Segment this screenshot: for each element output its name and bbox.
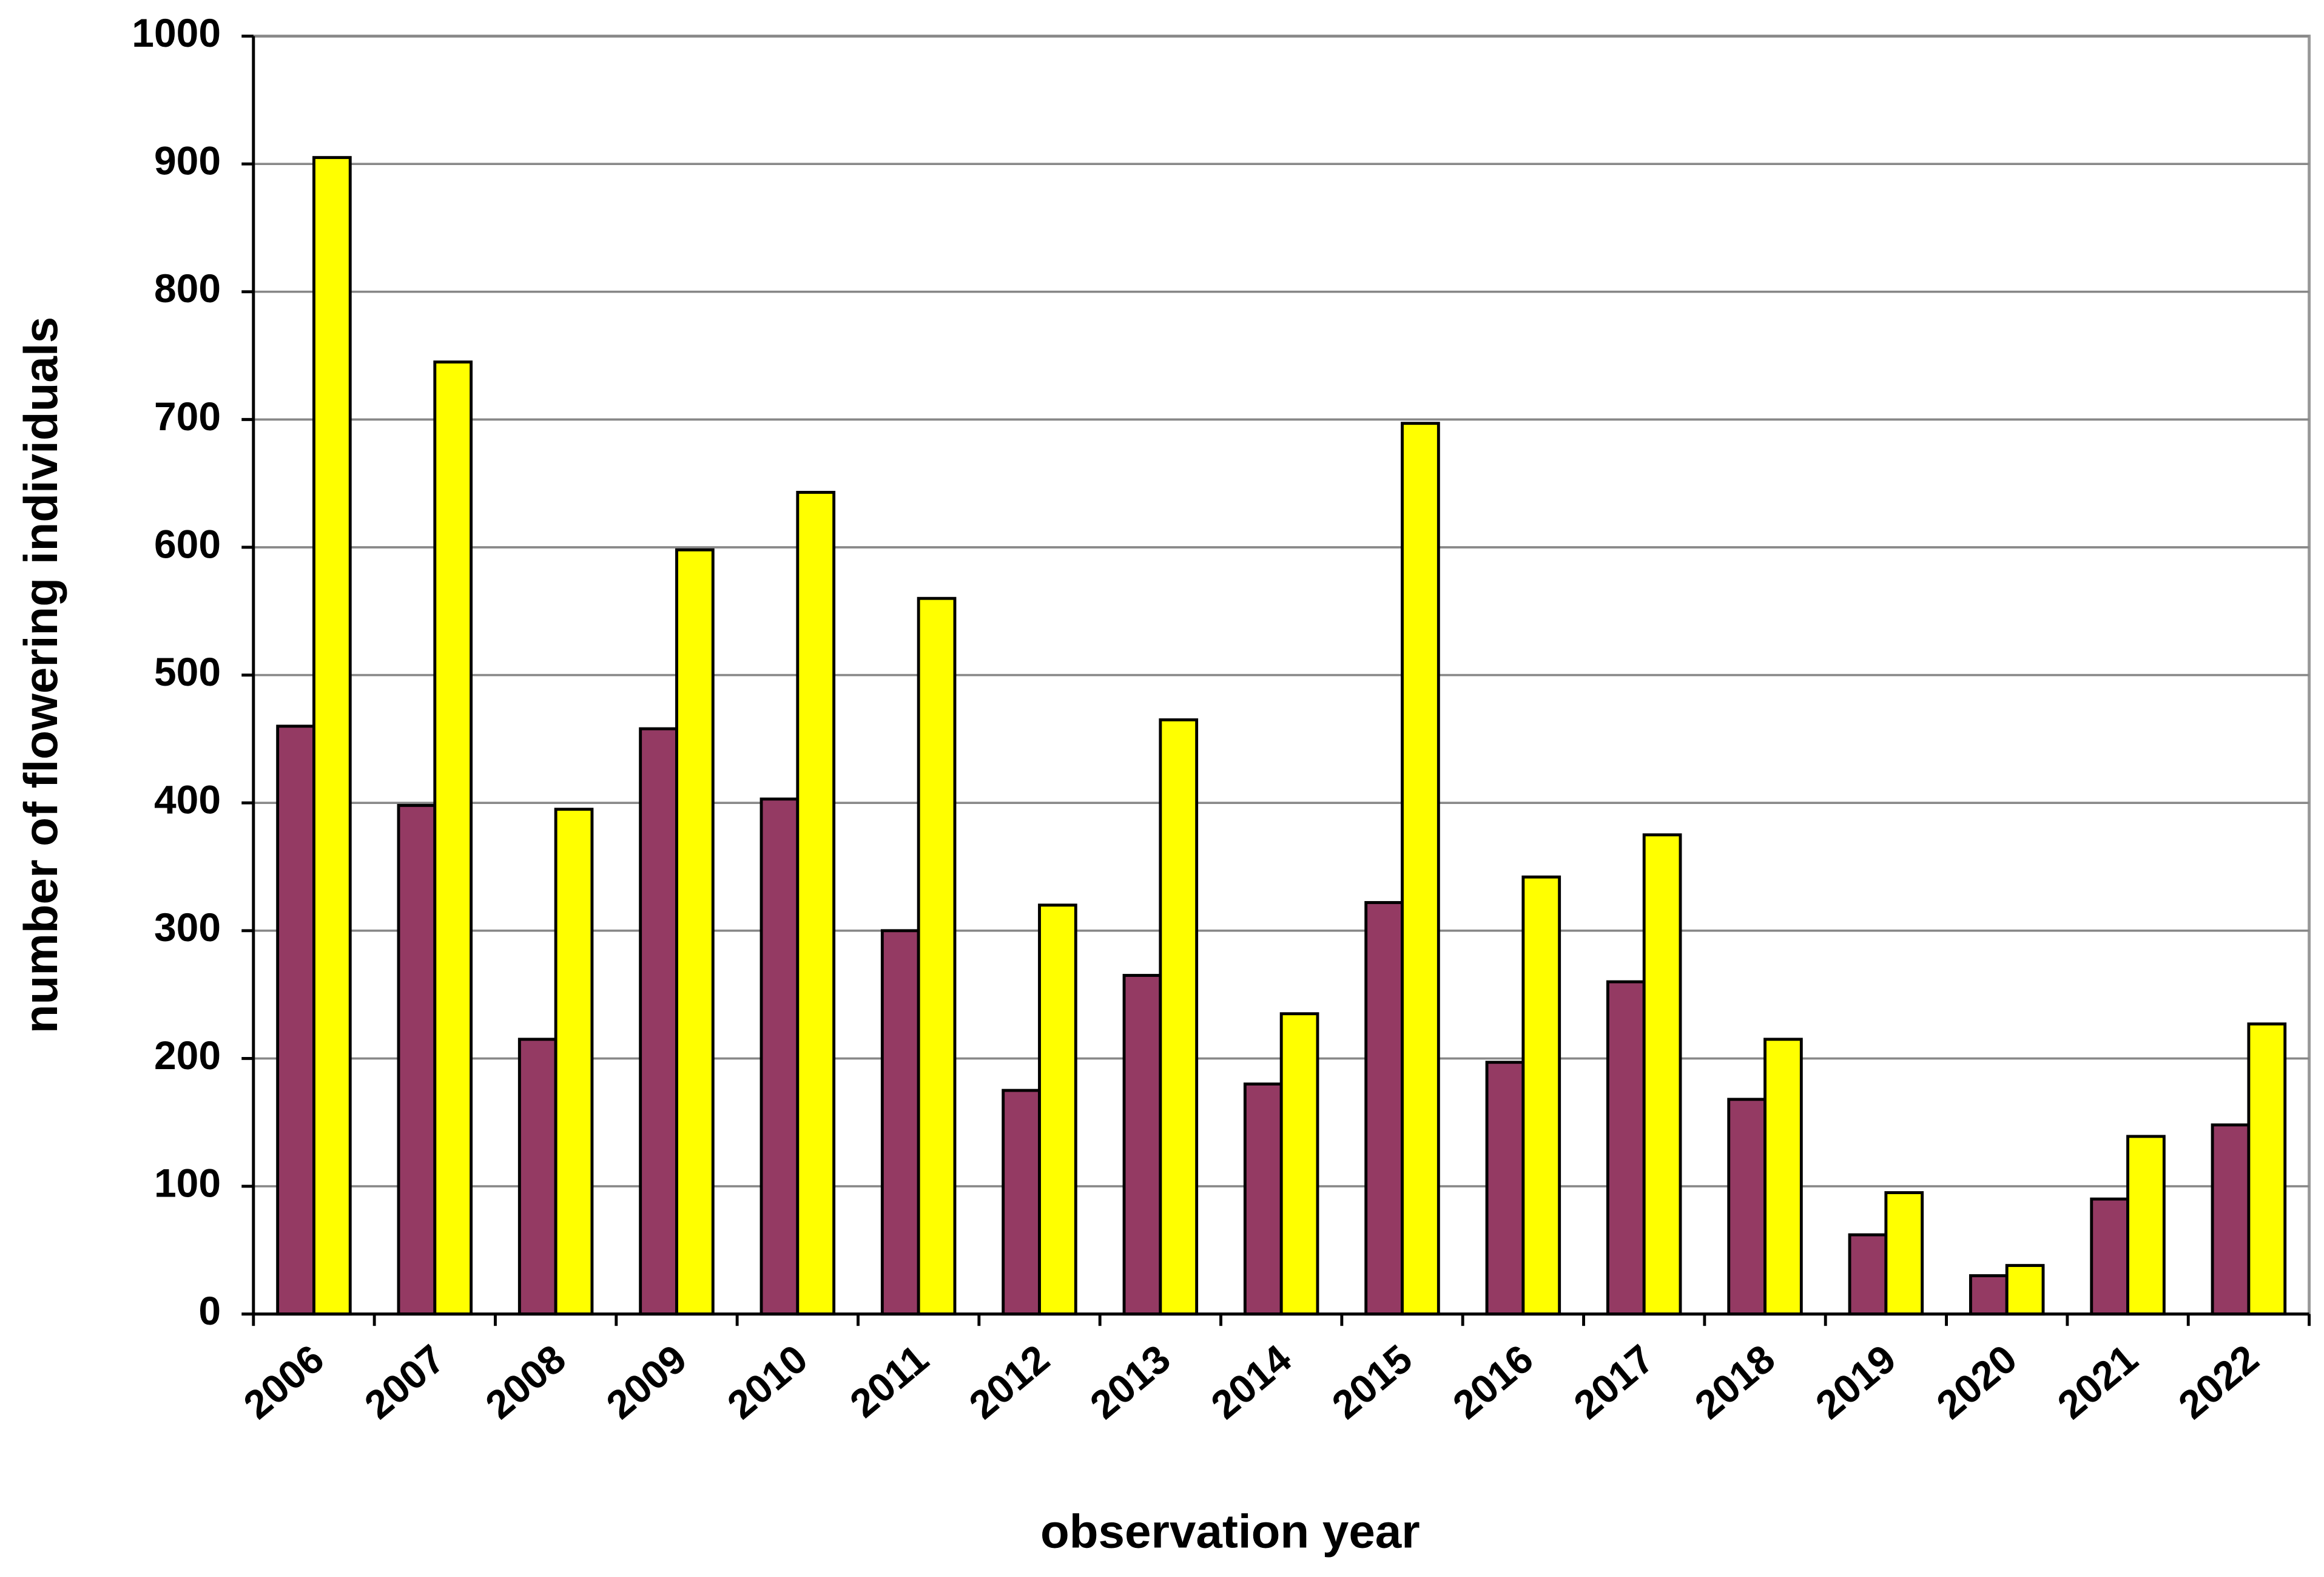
bar: [2211, 1123, 2251, 1316]
bar: [1642, 833, 1682, 1316]
y-tick-label: 0: [198, 1288, 221, 1333]
x-tick-label: 2017: [1565, 1336, 1662, 1427]
x-tick-label: 2021: [2049, 1336, 2146, 1427]
bar: [1884, 1191, 1924, 1316]
bar: [796, 490, 836, 1316]
bar: [880, 929, 920, 1316]
y-tick-label: 300: [154, 905, 221, 950]
x-tick-label: 2015: [1324, 1336, 1421, 1427]
x-tick-label: 2014: [1202, 1336, 1299, 1427]
y-tick-label: 600: [154, 521, 221, 566]
x-tick-label: 2012: [961, 1336, 1058, 1427]
bar: [1038, 903, 1077, 1316]
x-tick-label: 2008: [477, 1336, 574, 1427]
y-axis-label: number of flowering individuals: [14, 317, 67, 1033]
x-axis-label: observation year: [1040, 1504, 1420, 1558]
x-tick-label: 2006: [235, 1336, 332, 1427]
bar: [312, 156, 352, 1316]
x-tick-label: 2022: [2170, 1336, 2267, 1427]
x-tick-label: 2020: [1928, 1336, 2025, 1427]
x-tick-label: 2010: [719, 1336, 816, 1427]
x-tick-label: 2009: [598, 1336, 695, 1427]
y-tick-label: 100: [154, 1160, 221, 1205]
x-tick-label: 2018: [1686, 1336, 1783, 1427]
x-tick-label: 2011: [841, 1336, 937, 1426]
y-tick-label: 800: [154, 266, 221, 311]
bar: [675, 548, 715, 1316]
x-tick-label: 2013: [1082, 1336, 1179, 1427]
bar: [1727, 1098, 1767, 1316]
y-tick-label: 700: [154, 394, 221, 439]
bar: [1243, 1082, 1283, 1316]
bar: [1606, 980, 1646, 1316]
bar: [1763, 1038, 1803, 1316]
bar: [397, 803, 437, 1316]
y-tick-label: 500: [154, 649, 221, 694]
y-tick-label: 200: [154, 1033, 221, 1078]
y-tick-label: 1000: [132, 10, 221, 55]
bar: [1848, 1233, 1888, 1316]
y-tick-label: 400: [154, 777, 221, 822]
bar: [1401, 422, 1440, 1316]
bar: [1159, 718, 1199, 1316]
x-tick-label: 2007: [356, 1336, 453, 1427]
bar: [2247, 1022, 2287, 1316]
bar: [1279, 1012, 1319, 1316]
bar: [2090, 1197, 2130, 1316]
bar: [554, 808, 594, 1316]
x-tick-label: 2019: [1807, 1336, 1904, 1427]
bar: [1969, 1274, 2009, 1316]
bar: [639, 727, 678, 1316]
bar: [1002, 1089, 1041, 1316]
x-tick-label: 2016: [1444, 1336, 1541, 1427]
bar: [433, 360, 473, 1316]
bar: [276, 724, 315, 1316]
bar: [2005, 1264, 2045, 1316]
bar: [1485, 1061, 1525, 1316]
y-tick-label: 900: [154, 138, 221, 183]
bar: [917, 596, 957, 1316]
bar: [2126, 1135, 2166, 1316]
bar: [1521, 875, 1561, 1316]
bar: [1364, 901, 1404, 1316]
bar: [517, 1038, 557, 1316]
bar: [1122, 974, 1162, 1316]
bar: [760, 797, 800, 1316]
